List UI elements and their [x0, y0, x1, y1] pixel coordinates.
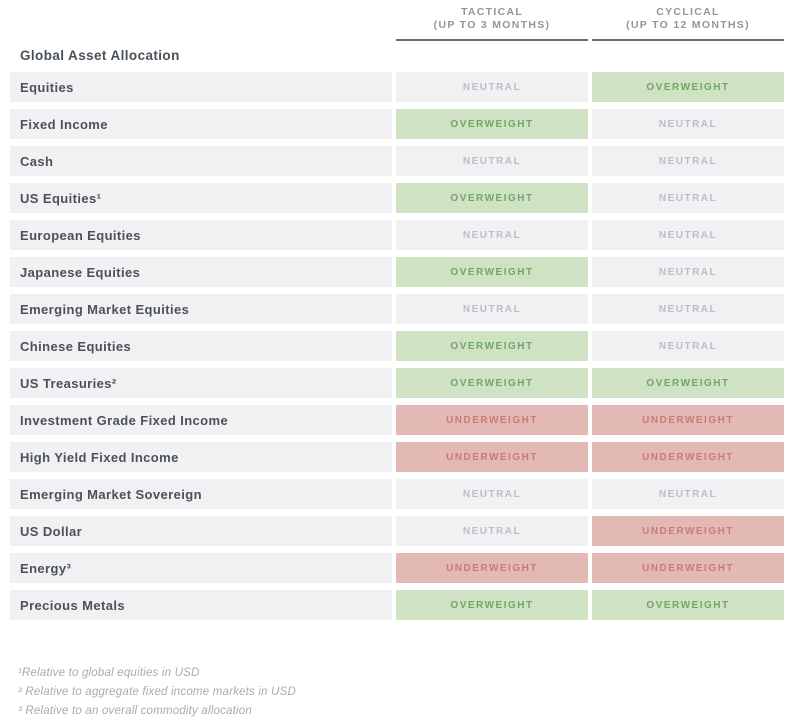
row-label: Energy³: [10, 553, 392, 583]
footnote-2: ² Relative to aggregate fixed income mar…: [18, 686, 297, 698]
header-spacer: [10, 6, 392, 41]
cyclical-status-cell: NEUTRAL: [592, 146, 784, 176]
column-header-cyclical: CYCLICAL (UP TO 12 MONTHS): [592, 6, 784, 41]
row-label: High Yield Fixed Income: [10, 442, 392, 472]
tactical-status-cell: OVERWEIGHT: [396, 109, 588, 139]
table-row: US Equities¹ OVERWEIGHT NEUTRAL: [10, 183, 784, 213]
row-label: Investment Grade Fixed Income: [10, 405, 392, 435]
tactical-status-cell: NEUTRAL: [396, 516, 588, 546]
column-title-tactical: TACTICAL: [460, 6, 524, 18]
table-row: Energy³ UNDERWEIGHT UNDERWEIGHT: [10, 553, 784, 583]
cyclical-status-cell: NEUTRAL: [592, 183, 784, 213]
row-label: Emerging Market Equities: [10, 294, 392, 324]
row-label: US Treasuries²: [10, 368, 392, 398]
cyclical-status-cell: OVERWEIGHT: [592, 368, 784, 398]
row-label: US Equities¹: [10, 183, 392, 213]
table-row: European Equities NEUTRAL NEUTRAL: [10, 220, 784, 250]
row-label: European Equities: [10, 220, 392, 250]
tactical-status-cell: OVERWEIGHT: [396, 331, 588, 361]
table-row: Precious Metals OVERWEIGHT OVERWEIGHT: [10, 590, 784, 620]
cyclical-status-cell: OVERWEIGHT: [592, 590, 784, 620]
row-label: Equities: [10, 72, 392, 102]
cyclical-status-cell: OVERWEIGHT: [592, 72, 784, 102]
tactical-status-cell: OVERWEIGHT: [396, 183, 588, 213]
cyclical-status-cell: UNDERWEIGHT: [592, 516, 784, 546]
row-label: Cash: [10, 146, 392, 176]
tactical-status-cell: NEUTRAL: [396, 220, 588, 250]
tactical-status-cell: UNDERWEIGHT: [396, 553, 588, 583]
table-row: High Yield Fixed Income UNDERWEIGHT UNDERW…: [10, 442, 784, 472]
row-label: Emerging Market Sovereign: [10, 479, 392, 509]
column-title-cyclical: CYCLICAL: [656, 6, 720, 18]
table-row: Cash NEUTRAL NEUTRAL: [10, 146, 784, 176]
column-subtitle-tactical: (UP TO 3 MONTHS): [433, 19, 551, 31]
cyclical-status-cell: UNDERWEIGHT: [592, 553, 784, 583]
table-row: Fixed Income OVERWEIGHT NEUTRAL: [10, 109, 784, 139]
row-label: Chinese Equities: [10, 331, 392, 361]
tactical-status-cell: NEUTRAL: [396, 146, 588, 176]
footnote-1: ¹Relative to global equities in USD: [18, 667, 200, 679]
table-row: Japanese Equities OVERWEIGHT NEUTRAL: [10, 257, 784, 287]
cyclical-status-cell: NEUTRAL: [592, 479, 784, 509]
cyclical-status-cell: UNDERWEIGHT: [592, 442, 784, 472]
cyclical-status-cell: NEUTRAL: [592, 220, 784, 250]
cyclical-status-cell: NEUTRAL: [592, 109, 784, 139]
table-row: US Treasuries² OVERWEIGHT OVERWEIGHT: [10, 368, 784, 398]
footnote-3: ³ Relative to an overall commodity alloc…: [18, 705, 252, 717]
row-label: Fixed Income: [10, 109, 392, 139]
cyclical-status-cell: NEUTRAL: [592, 257, 784, 287]
tactical-status-cell: OVERWEIGHT: [396, 257, 588, 287]
cyclical-status-cell: NEUTRAL: [592, 294, 784, 324]
tactical-status-cell: NEUTRAL: [396, 72, 588, 102]
column-subtitle-cyclical: (UP TO 12 MONTHS): [626, 19, 750, 31]
row-label: Japanese Equities: [10, 257, 392, 287]
row-label: Precious Metals: [10, 590, 392, 620]
tactical-status-cell: NEUTRAL: [396, 479, 588, 509]
column-header-tactical: TACTICAL (UP TO 3 MONTHS): [396, 6, 588, 41]
tactical-status-cell: NEUTRAL: [396, 294, 588, 324]
table-row: Chinese Equities OVERWEIGHT NEUTRAL: [10, 331, 784, 361]
tactical-status-cell: OVERWEIGHT: [396, 590, 588, 620]
tactical-status-cell: UNDERWEIGHT: [396, 405, 588, 435]
table-row: Emerging Market Equities NEUTRAL NEUTRAL: [10, 294, 784, 324]
cyclical-status-cell: NEUTRAL: [592, 331, 784, 361]
table-header: TACTICAL (UP TO 3 MONTHS) CYCLICAL (UP T…: [10, 6, 784, 41]
allocation-rows: Equities NEUTRAL OVERWEIGHT Fixed Income OVE…: [10, 72, 784, 620]
tactical-status-cell: OVERWEIGHT: [396, 368, 588, 398]
section-title: Global Asset Allocation: [20, 48, 180, 63]
row-label: US Dollar: [10, 516, 392, 546]
table-row: Emerging Market Sovereign NEUTRAL NEUTRAL: [10, 479, 784, 509]
cyclical-status-cell: UNDERWEIGHT: [592, 405, 784, 435]
footnotes: ¹Relative to global equities in USD ² Re…: [18, 664, 784, 721]
tactical-status-cell: UNDERWEIGHT: [396, 442, 588, 472]
table-row: Investment Grade Fixed Income UNDERWEIGHT…: [10, 405, 784, 435]
table-row: Equities NEUTRAL OVERWEIGHT: [10, 72, 784, 102]
table-row: US Dollar NEUTRAL UNDERWEIGHT: [10, 516, 784, 546]
